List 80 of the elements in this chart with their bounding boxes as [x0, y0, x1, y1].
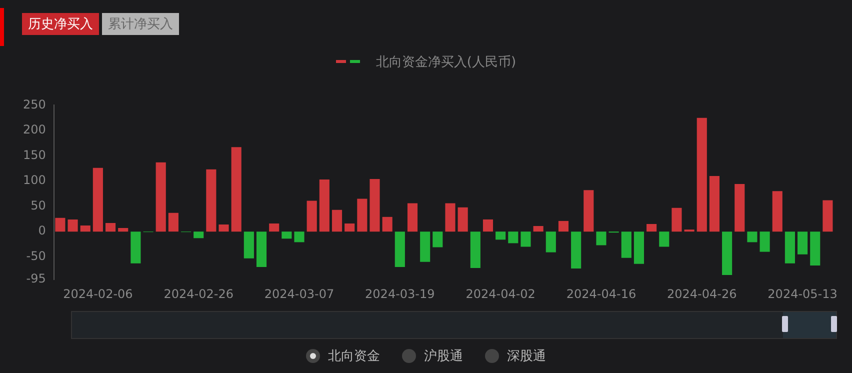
bar: [445, 203, 456, 232]
bar: [407, 203, 418, 232]
bar: [332, 210, 342, 232]
text: 历史净买入: [22, 13, 99, 35]
bar: [357, 198, 368, 232]
x-tick-label: 2024-02-06: [63, 286, 133, 301]
text: 北向资金: [327, 348, 380, 365]
bar: [319, 180, 330, 232]
bar: [784, 232, 795, 264]
bar: [709, 176, 720, 232]
x-tick-label: 2024-04-26: [667, 286, 737, 301]
bar: [822, 200, 833, 232]
bar: [772, 191, 782, 232]
bar: [571, 232, 582, 268]
bar: [194, 232, 204, 238]
bar: [168, 212, 178, 232]
bar: [634, 232, 644, 264]
y-tick-label: 0: [38, 224, 46, 238]
y-tick-label: -50: [26, 248, 46, 263]
legend-label: 北向资金净买入(人民币): [376, 54, 516, 70]
bar: [256, 232, 267, 267]
bar: [596, 232, 606, 246]
bar: [722, 232, 732, 276]
text: 沪股通: [423, 348, 463, 365]
y-tick-label: 100: [23, 173, 46, 188]
text: 深股通: [506, 348, 546, 365]
bar: [394, 232, 405, 267]
bar: [92, 168, 103, 232]
bar: [520, 232, 531, 247]
bar: [344, 223, 355, 232]
bar: [156, 162, 166, 232]
bar: [382, 216, 392, 232]
bar: [206, 169, 216, 232]
bar: [734, 184, 745, 232]
bar: [810, 232, 820, 266]
bar: [282, 232, 292, 239]
bar: [621, 232, 632, 258]
bar: [68, 219, 78, 232]
bar: [584, 190, 594, 232]
text: 累计净买入: [102, 13, 179, 35]
x-tick-label: 2024-04-02: [466, 286, 536, 301]
x-tick-label: 2024-02-26: [164, 286, 234, 301]
bar: [294, 232, 304, 242]
bar: [496, 232, 506, 240]
bar: [130, 232, 141, 264]
bar: [558, 220, 569, 232]
bar: [696, 118, 707, 232]
y-tick-label: 150: [23, 148, 46, 162]
y-tick-label: 50: [30, 198, 46, 212]
bar: [118, 228, 128, 232]
bar: [798, 232, 808, 254]
x-tick-label: 2024-04-16: [566, 286, 636, 301]
x-tick-label: 2024-03-19: [365, 286, 435, 301]
y-tick-label: -95: [26, 272, 46, 286]
bar: [306, 200, 317, 232]
bar: [747, 232, 758, 242]
x-tick-label: 2024-03-07: [264, 286, 334, 301]
bar: [420, 232, 430, 262]
bar: [533, 226, 544, 232]
bar: [269, 223, 280, 232]
bar: [55, 218, 66, 232]
bar: [646, 224, 657, 232]
bar: [244, 232, 254, 258]
bar: [370, 179, 380, 232]
bar: [470, 232, 480, 268]
bar: [231, 147, 242, 232]
bar: [432, 232, 443, 248]
bar: [659, 232, 670, 247]
bar: [218, 224, 229, 232]
bar: [458, 207, 468, 232]
bar: [760, 232, 770, 252]
bar: [80, 226, 90, 232]
y-tick-label: 250: [23, 97, 46, 112]
bar: [508, 232, 518, 244]
bar: [105, 222, 116, 232]
bar: [546, 232, 556, 252]
y-tick-label: 200: [23, 122, 46, 137]
x-tick-label: 2024-05-13: [768, 286, 838, 301]
bar: [482, 219, 494, 232]
bar: [672, 208, 682, 232]
